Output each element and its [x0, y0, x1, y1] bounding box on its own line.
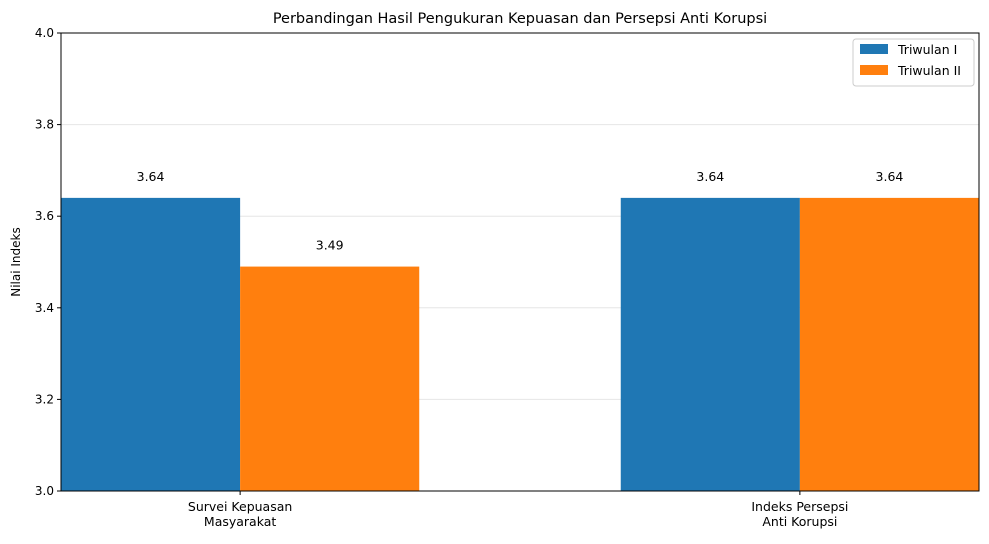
x-tick-label: Anti Korupsi: [762, 514, 837, 529]
bar-value-label: 3.64: [696, 169, 724, 184]
bar: [61, 197, 241, 491]
y-axis-ticks: 3.0 3.2 3.4 3.6 3.8 4.0: [35, 26, 61, 498]
bar: [799, 197, 979, 491]
legend-label: Triwulan I: [897, 42, 957, 57]
bar-value-label: 3.49: [316, 238, 344, 253]
bar-value-label: 3.64: [137, 169, 165, 184]
legend: Triwulan I Triwulan II: [852, 38, 975, 87]
x-tick-label: Survei Kepuasan: [188, 499, 292, 514]
y-axis-label: Nilai Indeks: [9, 227, 23, 297]
legend-label: Triwulan II: [897, 63, 961, 78]
y-tick-label: 3.0: [35, 484, 54, 498]
y-tick-label: 3.8: [35, 118, 54, 132]
plot-frame: [60, 32, 980, 492]
legend-swatch: [860, 44, 888, 54]
bar-value-label: 3.64: [876, 169, 904, 184]
y-tick-label: 3.2: [35, 392, 54, 406]
y-tick-label: 3.6: [35, 209, 54, 223]
y-tick-label: 4.0: [35, 26, 54, 40]
bar: [620, 197, 800, 491]
x-tick-label: Masyarakat: [204, 514, 276, 529]
value-labels: 3.64 3.64 3.49 3.64: [137, 169, 904, 253]
y-tick-label: 3.4: [35, 301, 54, 315]
bar: [240, 266, 420, 491]
chart-title: Perbandingan Hasil Pengukuran Kepuasan d…: [273, 11, 767, 27]
x-tick-label: Indeks Persepsi: [751, 499, 848, 514]
bars: [61, 197, 979, 491]
legend-swatch: [860, 65, 888, 75]
